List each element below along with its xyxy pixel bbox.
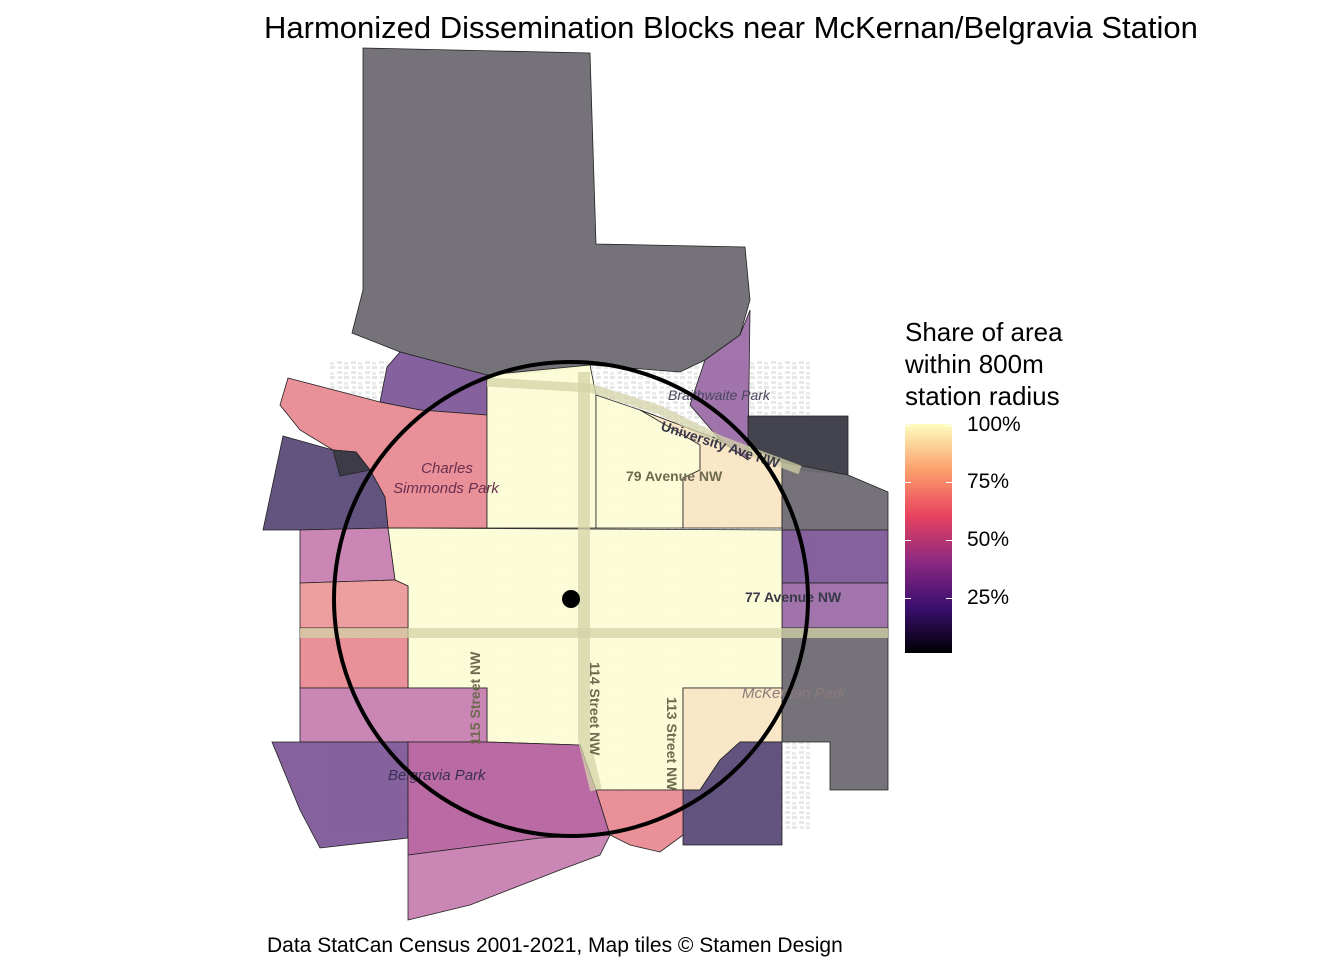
legend-label-25: 25% xyxy=(967,586,1010,609)
road-114-street xyxy=(578,372,602,792)
station-point xyxy=(562,590,580,608)
label-mckernan: McKernan Park xyxy=(742,685,847,702)
label-charles-line1: Charles xyxy=(421,460,473,477)
road-university-ave xyxy=(486,377,802,475)
legend-tick-mark xyxy=(946,425,952,426)
legend-tick-mark xyxy=(905,598,911,599)
block-far-right-grey xyxy=(781,461,889,531)
dissemination-blocks xyxy=(262,47,889,921)
caption: Data StatCan Census 2001-2021, Map tiles… xyxy=(267,934,843,957)
label-113-street: 113 Street NW xyxy=(664,697,680,791)
legend-tick-mark xyxy=(905,425,911,426)
label-114-street: 114 Street NW xyxy=(587,662,603,756)
block-left-pink-1 xyxy=(299,527,396,584)
legend: Share of area within 800m station radius… xyxy=(905,316,1063,653)
legend-label-50: 50% xyxy=(967,528,1010,551)
block-north-large xyxy=(351,47,751,376)
block-bottom-magenta xyxy=(407,834,611,921)
label-belgravia-park: Belgravia Park xyxy=(388,767,487,784)
legend-tick-mark xyxy=(905,540,911,541)
legend-title-line-3: station radius xyxy=(905,381,1060,411)
block-right-purple-strip xyxy=(689,309,751,461)
legend-tick-mark xyxy=(946,598,952,599)
block-left-salmon xyxy=(299,579,409,629)
legend-tick-mark xyxy=(946,482,952,483)
label-115-street: 115 Street NW xyxy=(467,651,483,745)
block-belgravia xyxy=(271,741,409,849)
block-left-magenta xyxy=(299,687,488,743)
block-lower-pink xyxy=(595,789,684,853)
legend-label-100: 100% xyxy=(967,413,1021,436)
station-radius-circle xyxy=(332,360,810,838)
label-braithwaite-park: Braithwaite Park xyxy=(668,387,771,403)
page-title: Harmonized Dissemination Blocks near McK… xyxy=(264,10,1198,45)
label-77-avenue: 77 Avenue NW xyxy=(745,589,842,605)
major-roads xyxy=(300,372,888,792)
legend-tick-mark xyxy=(946,540,952,541)
legend-color-bar xyxy=(905,424,952,653)
clip-mask-right xyxy=(810,360,850,415)
block-right-mid-purple-1 xyxy=(781,529,889,584)
label-79-avenue: 79 Avenue NW xyxy=(626,468,723,484)
label-charles-line2: Simmonds Park xyxy=(393,480,500,497)
legend-title-line-2: within 800m xyxy=(905,349,1044,379)
title-area: Harmonized Dissemination Blocks near McK… xyxy=(0,0,1344,60)
legend-label-75: 75% xyxy=(967,470,1010,493)
legend-title-line-1: Share of area xyxy=(905,317,1063,347)
legend-tick-mark xyxy=(905,482,911,483)
